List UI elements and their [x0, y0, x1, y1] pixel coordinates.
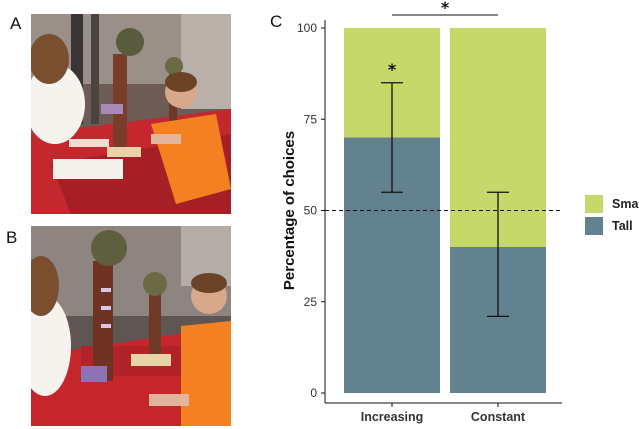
y-axis: 0 25 50 75 100: [297, 20, 326, 403]
panel-c-label: C: [270, 12, 283, 31]
y-tick-label: 50: [304, 204, 318, 218]
x-axis: Increasing Constant: [325, 402, 562, 424]
panel-a-label: A: [10, 14, 22, 33]
panel-b-label: B: [6, 228, 18, 247]
plot-area: **: [325, 0, 562, 393]
x-tick-label: Constant: [471, 410, 526, 424]
legend-label-tall: Tall: [612, 219, 633, 233]
y-tick-label: 100: [297, 21, 317, 35]
photo-panel-a: [31, 14, 231, 214]
photo-panel-b: [31, 226, 231, 426]
photo-b-illustration: [31, 226, 231, 426]
legend: Small Tall: [585, 195, 639, 235]
significance-star-increasing: *: [388, 60, 397, 79]
photo-a-illustration: [31, 14, 231, 214]
error-bar-increasing: [381, 82, 403, 193]
y-tick-label: 0: [310, 386, 317, 400]
error-bar-constant: [487, 191, 509, 318]
significance-star-between: *: [441, 0, 450, 17]
legend-swatch-tall: [585, 217, 603, 235]
y-tick-label: 25: [304, 295, 318, 309]
y-tick-label: 75: [304, 112, 318, 126]
legend-label-small: Small: [612, 197, 639, 211]
x-tick-label: Increasing: [361, 410, 424, 424]
y-axis-title: Percentage of choices: [281, 131, 298, 290]
legend-swatch-small: [585, 195, 603, 213]
